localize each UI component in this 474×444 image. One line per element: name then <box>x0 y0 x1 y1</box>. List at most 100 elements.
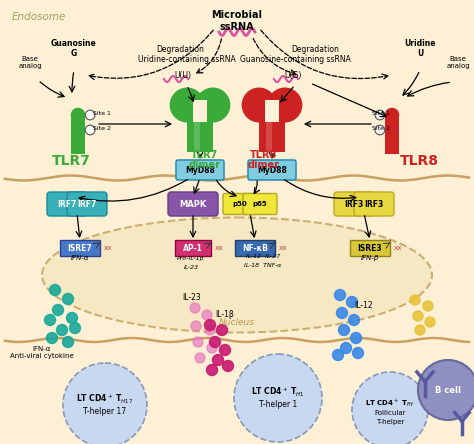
Circle shape <box>193 337 203 347</box>
Text: MyD88: MyD88 <box>185 166 215 174</box>
Text: Pro-IL-1β: Pro-IL-1β <box>177 256 205 261</box>
Circle shape <box>190 303 200 313</box>
Circle shape <box>350 333 362 344</box>
Text: Guanosine
G: Guanosine G <box>51 39 97 58</box>
Text: AP-1: AP-1 <box>183 243 203 253</box>
Text: IL-23: IL-23 <box>183 265 199 270</box>
Ellipse shape <box>42 218 432 333</box>
FancyBboxPatch shape <box>350 240 390 256</box>
Text: T-helper 17: T-helper 17 <box>83 407 127 416</box>
Circle shape <box>53 305 64 316</box>
Circle shape <box>222 361 234 372</box>
Text: Site 1: Site 1 <box>93 111 111 115</box>
Text: Degradation: Degradation <box>291 45 339 54</box>
Text: IFN-α
Anti-viral cytokine: IFN-α Anti-viral cytokine <box>10 346 74 359</box>
Text: Endosome: Endosome <box>12 12 66 22</box>
Bar <box>265 100 279 123</box>
FancyBboxPatch shape <box>354 192 394 216</box>
FancyBboxPatch shape <box>175 240 211 256</box>
Text: IFN-β: IFN-β <box>361 255 379 261</box>
Text: p65: p65 <box>253 201 267 207</box>
Text: Base
analog: Base analog <box>18 56 42 69</box>
Text: U(G): U(G) <box>284 71 301 80</box>
Text: MAPK: MAPK <box>179 199 207 209</box>
Circle shape <box>425 317 435 327</box>
Text: Nucleus: Nucleus <box>219 318 255 327</box>
Text: XX: XX <box>279 246 288 250</box>
Circle shape <box>49 285 61 296</box>
Circle shape <box>85 110 95 120</box>
Circle shape <box>410 295 420 305</box>
Text: Site 2: Site 2 <box>93 126 111 131</box>
Text: p50: p50 <box>233 201 247 207</box>
Text: TLR8: TLR8 <box>250 150 278 159</box>
FancyBboxPatch shape <box>60 240 100 256</box>
Text: dimer: dimer <box>248 159 280 170</box>
Text: Uridine-containing ssRNA: Uridine-containing ssRNA <box>138 55 236 64</box>
Circle shape <box>375 125 385 135</box>
FancyBboxPatch shape <box>235 240 275 256</box>
Text: IFN-α: IFN-α <box>71 255 89 261</box>
Bar <box>259 105 285 151</box>
Text: TLR7: TLR7 <box>52 154 91 168</box>
Circle shape <box>170 87 205 123</box>
Circle shape <box>332 349 344 361</box>
Text: ISRE3: ISRE3 <box>358 243 383 253</box>
Text: IL-12  IL-27: IL-12 IL-27 <box>246 254 280 259</box>
FancyBboxPatch shape <box>67 192 107 216</box>
Text: LT CD4$^+$ T$_{FH}$: LT CD4$^+$ T$_{FH}$ <box>365 397 415 409</box>
Text: Microbial
ssRNA: Microbial ssRNA <box>211 10 263 32</box>
Circle shape <box>385 108 399 122</box>
Text: TLR7: TLR7 <box>191 150 219 159</box>
Circle shape <box>242 87 277 123</box>
Circle shape <box>219 345 230 356</box>
Circle shape <box>337 308 347 318</box>
Bar <box>193 105 200 151</box>
Circle shape <box>234 354 322 442</box>
Text: IRF7: IRF7 <box>57 199 77 209</box>
Circle shape <box>191 321 201 331</box>
Bar <box>385 115 399 154</box>
Circle shape <box>71 108 85 122</box>
Circle shape <box>346 297 357 308</box>
Circle shape <box>338 325 349 336</box>
Circle shape <box>46 333 57 344</box>
FancyBboxPatch shape <box>168 192 218 216</box>
FancyBboxPatch shape <box>248 160 296 180</box>
Text: IRF7: IRF7 <box>77 199 97 209</box>
Circle shape <box>340 342 352 353</box>
Text: IL-1β: IL-1β <box>216 310 234 319</box>
Bar <box>193 100 207 123</box>
FancyBboxPatch shape <box>334 192 374 216</box>
Text: Base
analog: Base analog <box>446 56 470 69</box>
Circle shape <box>205 325 215 335</box>
Circle shape <box>353 348 364 358</box>
Text: Follicular: Follicular <box>374 410 406 416</box>
Circle shape <box>423 301 433 311</box>
Text: dimer: dimer <box>189 159 221 170</box>
FancyBboxPatch shape <box>223 194 257 214</box>
FancyBboxPatch shape <box>47 192 87 216</box>
Text: Degradation: Degradation <box>156 45 204 54</box>
Text: NF-κB: NF-κB <box>242 243 268 253</box>
Circle shape <box>207 365 218 376</box>
FancyBboxPatch shape <box>243 194 277 214</box>
Text: T-helper: T-helper <box>376 419 404 425</box>
Text: U(U): U(U) <box>174 71 191 80</box>
Text: TLR8: TLR8 <box>400 154 439 168</box>
Circle shape <box>210 337 220 348</box>
Circle shape <box>212 354 224 365</box>
Circle shape <box>202 310 212 320</box>
Circle shape <box>335 289 346 301</box>
Text: B cell: B cell <box>435 385 461 395</box>
Bar <box>187 105 213 151</box>
Text: IL-18  TNF-α: IL-18 TNF-α <box>245 263 282 268</box>
Circle shape <box>217 325 228 336</box>
Text: T-helper 1: T-helper 1 <box>259 400 297 408</box>
Circle shape <box>375 110 385 120</box>
Text: Uridine
U: Uridine U <box>404 39 436 58</box>
Circle shape <box>56 325 67 336</box>
Text: XX: XX <box>215 246 224 250</box>
Text: ISRE7: ISRE7 <box>68 243 92 253</box>
Circle shape <box>63 363 147 444</box>
